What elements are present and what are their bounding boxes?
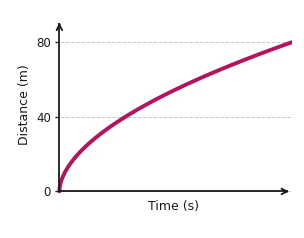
Y-axis label: Distance (m): Distance (m) [18, 64, 31, 145]
X-axis label: Time (s): Time (s) [148, 200, 199, 213]
